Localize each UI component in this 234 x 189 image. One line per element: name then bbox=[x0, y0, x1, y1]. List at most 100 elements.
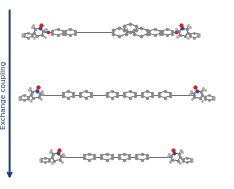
Point bbox=[163, 96, 166, 99]
Point bbox=[190, 98, 194, 101]
Point bbox=[134, 29, 138, 32]
Point bbox=[124, 33, 128, 36]
Point bbox=[29, 99, 33, 102]
Point bbox=[185, 28, 188, 31]
Point bbox=[185, 161, 189, 164]
Point bbox=[36, 86, 40, 89]
Point bbox=[173, 30, 177, 33]
Point bbox=[122, 91, 126, 94]
Point bbox=[118, 35, 121, 38]
Point bbox=[117, 154, 121, 157]
Point bbox=[32, 37, 36, 40]
Point bbox=[38, 92, 41, 95]
Point bbox=[99, 154, 103, 157]
Point bbox=[145, 157, 149, 160]
Point bbox=[188, 92, 192, 95]
Point bbox=[186, 37, 190, 40]
Point bbox=[133, 33, 136, 36]
Point bbox=[195, 89, 198, 92]
Point bbox=[82, 157, 86, 160]
Point bbox=[153, 33, 156, 36]
Point bbox=[140, 94, 144, 98]
Point bbox=[122, 152, 126, 155]
Point bbox=[40, 33, 44, 36]
Point bbox=[145, 90, 149, 93]
Point bbox=[51, 29, 54, 32]
Point bbox=[22, 33, 26, 36]
Point bbox=[110, 157, 114, 160]
Point bbox=[78, 94, 82, 98]
Point bbox=[39, 98, 43, 101]
Point bbox=[73, 29, 77, 32]
Point bbox=[189, 157, 193, 160]
Point bbox=[22, 35, 26, 38]
Point bbox=[172, 152, 176, 155]
Point bbox=[60, 160, 64, 163]
Point bbox=[105, 158, 109, 161]
Point bbox=[201, 99, 204, 102]
Point bbox=[133, 29, 136, 32]
Point bbox=[89, 94, 93, 98]
Point bbox=[211, 95, 215, 98]
Point bbox=[31, 97, 35, 100]
Point bbox=[211, 97, 215, 100]
Point bbox=[192, 32, 196, 35]
Point bbox=[133, 94, 137, 98]
Point bbox=[178, 156, 182, 159]
Point bbox=[117, 157, 121, 160]
Point bbox=[180, 27, 184, 30]
Point bbox=[41, 92, 45, 95]
Point bbox=[128, 22, 132, 25]
Point bbox=[89, 91, 93, 94]
Point bbox=[26, 36, 29, 39]
Point bbox=[87, 152, 91, 155]
Point bbox=[110, 90, 114, 93]
Point bbox=[115, 91, 119, 94]
Point bbox=[32, 24, 35, 27]
Point bbox=[174, 31, 177, 34]
Point bbox=[122, 158, 126, 161]
Point bbox=[194, 86, 197, 89]
Point bbox=[192, 92, 195, 95]
Point bbox=[183, 34, 187, 37]
Point bbox=[163, 90, 166, 93]
Point bbox=[51, 153, 55, 156]
Point bbox=[49, 148, 53, 151]
Point bbox=[168, 91, 172, 94]
Point bbox=[26, 95, 30, 98]
Point bbox=[157, 91, 161, 94]
Point bbox=[134, 24, 138, 27]
Point bbox=[122, 24, 126, 27]
Point bbox=[99, 157, 103, 160]
Point bbox=[18, 97, 22, 100]
Point bbox=[203, 95, 207, 98]
Point bbox=[177, 153, 181, 156]
Point bbox=[158, 32, 161, 35]
Point bbox=[59, 154, 62, 157]
Point bbox=[135, 154, 138, 157]
Point bbox=[56, 33, 59, 36]
Point bbox=[190, 158, 194, 161]
Point bbox=[122, 29, 126, 32]
Point bbox=[21, 33, 24, 36]
Point bbox=[28, 86, 32, 89]
Point bbox=[165, 28, 169, 31]
Point bbox=[73, 32, 77, 35]
Point bbox=[105, 94, 109, 98]
Point bbox=[30, 33, 33, 36]
Point bbox=[161, 29, 164, 32]
Point bbox=[139, 35, 142, 38]
Point bbox=[190, 160, 194, 163]
Point bbox=[82, 154, 86, 157]
Point bbox=[145, 154, 149, 157]
Point bbox=[150, 94, 154, 98]
Point bbox=[158, 29, 161, 32]
Point bbox=[188, 33, 192, 36]
Point bbox=[135, 157, 138, 160]
Point bbox=[170, 158, 174, 161]
Point bbox=[188, 35, 192, 38]
Point bbox=[17, 95, 21, 98]
Point bbox=[128, 154, 131, 157]
Point bbox=[128, 90, 132, 93]
Point bbox=[168, 160, 172, 163]
